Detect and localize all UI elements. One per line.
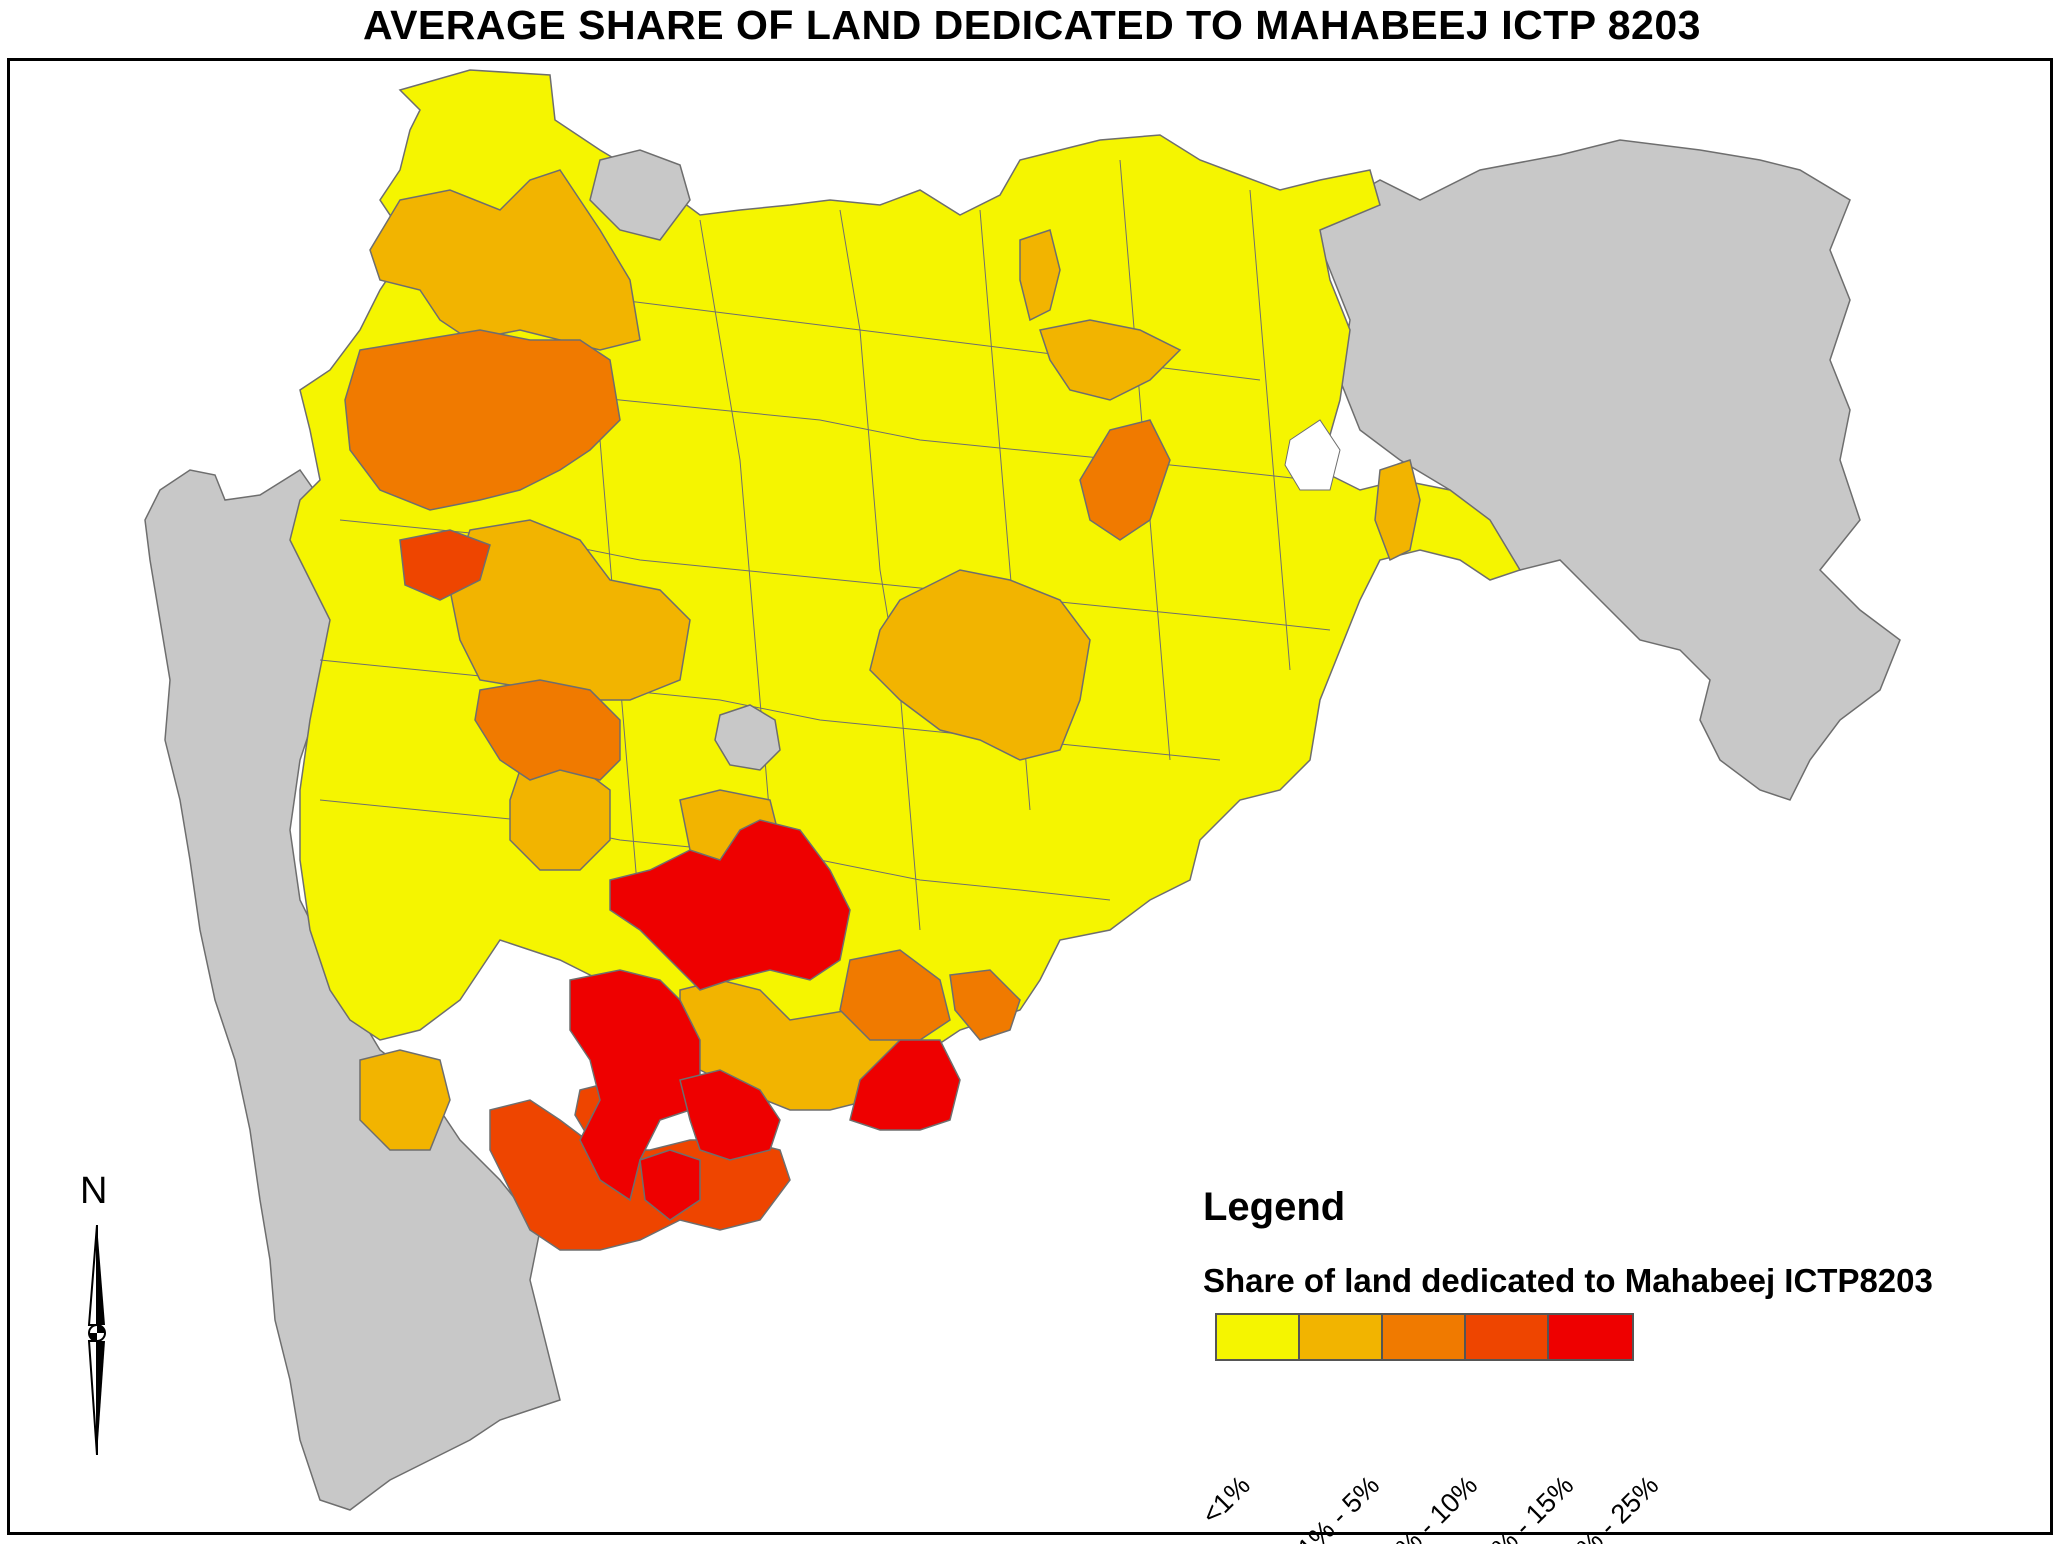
legend-swatch-16-25 [1549,1315,1632,1359]
north-label: N [80,1170,108,1212]
legend-subtitle: Share of land dedicated to Mahabeej ICTP… [1203,1262,1933,1299]
legend-swatch-lt1 [1217,1315,1300,1359]
region-16-25-b [569,969,701,1202]
region-16-25-c [679,1069,781,1161]
legend-swatch-6-10 [1383,1315,1466,1359]
region-6-10-e [949,969,1021,1041]
north-arrow-icon [87,1225,106,1455]
region-1-5-i [1019,229,1061,322]
legend-swatch-1-5 [1300,1315,1383,1359]
region-11-15-a [399,529,491,601]
region-6-10-b [474,679,621,781]
map-title: AVERAGE SHARE OF LAND DEDICATED TO MAHAB… [363,2,1701,48]
region-16-25-d [849,1039,961,1131]
region-no-data-north [589,149,691,241]
legend-title: Legend [1203,1185,1346,1229]
region-1-5-c [869,569,1091,761]
region-no-data-small [714,704,781,771]
region-16-25-a [609,819,851,991]
region-6-10-c [1079,419,1171,541]
region-1-5-a [369,169,641,351]
region-16-25-e [639,1149,701,1221]
main-region [289,69,1522,1251]
region-1-5-b [449,519,691,701]
legend-swatch-11-15 [1466,1315,1549,1359]
region-1-5-h [359,1049,451,1151]
region-6-10-a [344,329,621,511]
region-1-5-d [1039,319,1182,401]
region-1-5-e [1374,459,1421,562]
map-gap-white [1284,419,1341,491]
region-6-10-d [839,949,951,1041]
legend-swatches [1215,1313,1634,1361]
